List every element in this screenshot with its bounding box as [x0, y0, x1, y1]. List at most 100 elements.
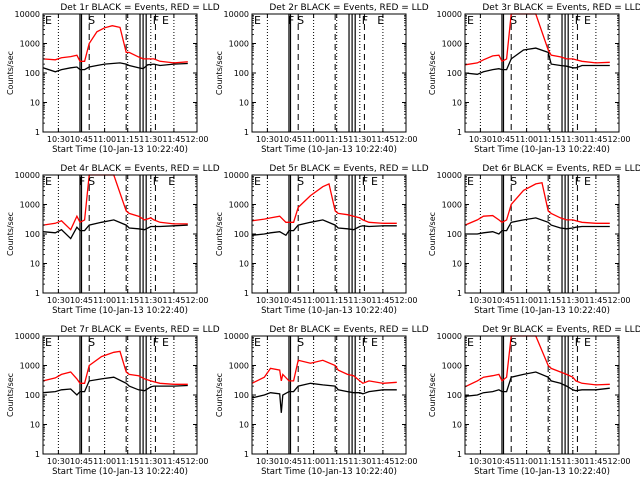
x-tick-label: 11:30: [561, 296, 584, 305]
x-tick-label: 11:45: [162, 457, 185, 466]
x-tick-label: 10:45: [492, 296, 515, 305]
y-tick-label: 1000: [20, 201, 40, 210]
panel-4: 1 10 100 1000 10000 10:30 10:45 11:00 11:15 11:30…: [6, 164, 220, 316]
event-marker-label: S: [510, 336, 517, 349]
plot-frame: [464, 174, 620, 294]
y-tick-label: 1: [457, 128, 462, 137]
event-marker-label: S: [88, 336, 95, 349]
event-marker-label: F: [79, 175, 85, 188]
y-axis-label: Counts/sec: [215, 373, 224, 417]
series-events-line: [42, 219, 188, 240]
event-marker-label: S: [510, 175, 517, 188]
x-tick-label: 11:45: [584, 135, 607, 144]
x-tick-label: 10:45: [279, 457, 302, 466]
series-events-line: [464, 47, 610, 75]
y-tick-label: 100: [25, 391, 40, 400]
event-marker-label: F: [362, 336, 368, 349]
event-marker-label: E: [371, 175, 378, 188]
y-tick-label: 10: [30, 99, 40, 108]
x-tick-label: 10:30: [469, 296, 492, 305]
event-marker-label: E: [45, 175, 52, 188]
x-tick-label: 12:00: [607, 457, 630, 466]
series-lld-line: [251, 182, 397, 224]
series-lld-line: [42, 25, 188, 64]
event-marker-label: F: [575, 14, 581, 27]
event-marker-label: S: [88, 175, 95, 188]
event-marker-label: S: [88, 14, 95, 27]
panel-title: Det 7r BLACK = Events, RED = LLD: [60, 325, 219, 335]
x-tick-label: 10:45: [70, 296, 93, 305]
event-marker-label: E: [584, 336, 591, 349]
y-axis-label: Counts/sec: [215, 212, 224, 256]
event-marker-label: S: [297, 175, 304, 188]
x-axis-label: Start Time (10-Jan-13 10:22:40): [261, 145, 397, 155]
series-lld-line: [42, 174, 188, 231]
x-tick-label: 10:30: [256, 457, 279, 466]
x-tick-label: 11:15: [325, 296, 348, 305]
panel-title: Det 2r BLACK = Events, RED = LLD: [269, 3, 428, 13]
y-tick-label: 1: [244, 450, 249, 459]
plot-frame: [251, 335, 407, 455]
plot-frame: [42, 335, 198, 455]
panel-title: Det 3r BLACK = Events, RED = LLD: [482, 3, 640, 13]
y-tick-label: 1: [457, 450, 462, 459]
panel-title: Det 5r BLACK = Events, RED = LLD: [269, 164, 428, 174]
event-marker-label: F: [575, 175, 581, 188]
y-tick-label: 100: [447, 69, 462, 78]
y-tick-label: 10000: [15, 10, 40, 19]
event-marker-label: S: [297, 336, 304, 349]
y-axis-label: Counts/sec: [6, 51, 15, 95]
y-tick-label: 1000: [229, 201, 249, 210]
x-tick-label: 10:30: [256, 135, 279, 144]
y-tick-label: 10000: [437, 171, 462, 180]
x-axis-label: Start Time (10-Jan-13 10:22:40): [261, 306, 397, 316]
x-tick-label: 11:45: [584, 457, 607, 466]
series-events-line: [251, 219, 397, 237]
x-tick-label: 12:00: [394, 296, 417, 305]
y-tick-label: 10000: [437, 10, 462, 19]
x-tick-label: 10:30: [256, 296, 279, 305]
panel-title: Det 9r BLACK = Events, RED = LLD: [482, 325, 640, 335]
x-tick-label: 10:45: [492, 135, 515, 144]
y-tick-label: 100: [234, 230, 249, 239]
x-tick-label: 11:45: [162, 296, 185, 305]
x-tick-label: 11:15: [325, 135, 348, 144]
x-tick-label: 11:15: [538, 296, 561, 305]
x-tick-label: 11:15: [325, 457, 348, 466]
y-tick-label: 10000: [224, 171, 249, 180]
x-tick-label: 11:00: [515, 135, 538, 144]
x-tick-label: 11:30: [348, 296, 371, 305]
x-tick-label: 11:30: [561, 457, 584, 466]
event-marker-label: E: [45, 14, 52, 27]
panel-3: 1 10 100 1000 10000 10:30 10:45 11:00 11:15 11:30…: [428, 3, 640, 155]
x-tick-label: 12:00: [185, 296, 208, 305]
x-tick-label: 11:30: [139, 296, 162, 305]
panel-title: Det 8r BLACK = Events, RED = LLD: [269, 325, 428, 335]
panel-1: 1 10 100 1000 10000 10:30 10:45 11:00 11:15 11:30…: [6, 3, 220, 155]
y-axis-label: Counts/sec: [428, 51, 437, 95]
event-marker-label: E: [254, 175, 261, 188]
series-events-line: [465, 217, 610, 235]
y-tick-label: 1000: [229, 40, 249, 49]
x-tick-label: 11:15: [538, 135, 561, 144]
y-tick-label: 1: [244, 128, 249, 137]
x-tick-label: 12:00: [185, 457, 208, 466]
y-tick-label: 100: [234, 391, 249, 400]
panel-2: 1 10 100 1000 10000 10:30 10:45 11:00 11:15 11:30…: [215, 3, 429, 155]
series-lld-line: [251, 359, 397, 385]
x-axis-label: Start Time (10-Jan-13 10:22:40): [474, 467, 610, 477]
event-marker-label: F: [153, 175, 159, 188]
x-tick-label: 10:30: [47, 296, 70, 305]
y-axis-label: Counts/sec: [6, 373, 15, 417]
y-tick-label: 1: [35, 450, 40, 459]
y-tick-label: 1000: [442, 362, 462, 371]
x-tick-label: 11:30: [139, 457, 162, 466]
x-tick-label: 11:00: [93, 296, 116, 305]
x-axis-label: Start Time (10-Jan-13 10:22:40): [474, 306, 610, 316]
x-axis-label: Start Time (10-Jan-13 10:22:40): [52, 145, 188, 155]
panel-5: 1 10 100 1000 10000 10:30 10:45 11:00 11:15 11:30…: [215, 164, 429, 316]
y-tick-label: 100: [447, 391, 462, 400]
y-tick-label: 10000: [437, 332, 462, 341]
x-tick-label: 11:00: [302, 135, 325, 144]
